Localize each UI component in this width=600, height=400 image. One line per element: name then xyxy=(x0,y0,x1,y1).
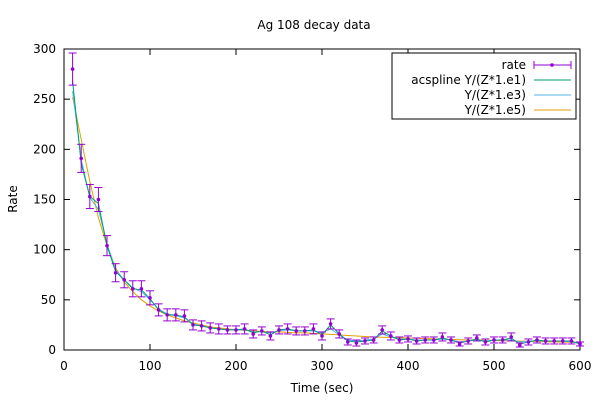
data-point xyxy=(260,329,264,333)
y-tick-label: 100 xyxy=(33,243,56,257)
y-tick-label: 300 xyxy=(33,42,56,56)
data-point xyxy=(552,339,556,343)
data-point xyxy=(217,327,221,331)
y-axis-label: Rate xyxy=(6,185,20,213)
data-point xyxy=(96,197,101,202)
data-point xyxy=(148,296,152,300)
data-point xyxy=(423,338,428,342)
data-point xyxy=(354,341,359,345)
data-point xyxy=(380,328,385,332)
data-point xyxy=(79,156,83,161)
data-point xyxy=(277,328,281,332)
data-point xyxy=(561,339,565,343)
data-point xyxy=(449,338,453,342)
data-point xyxy=(371,338,376,342)
data-point xyxy=(578,342,582,346)
y-tick-label: 50 xyxy=(41,293,56,307)
data-point xyxy=(131,286,135,291)
data-point xyxy=(199,324,204,328)
data-point xyxy=(139,286,144,291)
data-point xyxy=(475,336,479,340)
data-point xyxy=(242,327,247,331)
data-point xyxy=(294,329,299,333)
data-point xyxy=(105,243,109,248)
data-point xyxy=(122,277,126,282)
data-point xyxy=(225,328,230,332)
data-point xyxy=(440,335,445,339)
legend-label: acspline Y/(Z*1.e1) xyxy=(411,73,526,87)
x-tick-label: 600 xyxy=(569,359,592,373)
data-point xyxy=(88,194,92,199)
x-tick-label: 100 xyxy=(139,359,162,373)
data-point xyxy=(543,339,548,343)
y-tick-label: 0 xyxy=(48,343,56,357)
data-point xyxy=(156,308,161,312)
data-point xyxy=(500,338,505,342)
data-point xyxy=(174,313,178,317)
x-tick-label: 400 xyxy=(397,359,420,373)
data-point xyxy=(165,313,169,317)
data-point xyxy=(191,323,195,327)
x-axis-label: Time (sec) xyxy=(290,381,354,395)
data-point xyxy=(406,337,410,341)
data-point xyxy=(346,340,350,344)
data-point xyxy=(483,340,488,344)
data-point xyxy=(208,326,212,330)
data-point xyxy=(251,332,255,336)
legend-label: Y/(Z*1.e5) xyxy=(464,103,526,117)
data-point xyxy=(509,335,513,339)
data-point xyxy=(397,338,402,342)
data-point xyxy=(526,340,531,344)
data-point xyxy=(569,339,574,343)
data-point xyxy=(492,338,496,342)
data-point xyxy=(466,339,471,343)
data-point xyxy=(328,322,333,326)
data-point xyxy=(113,270,118,275)
data-point xyxy=(303,329,307,333)
plot-area xyxy=(68,52,584,348)
data-point xyxy=(268,334,273,338)
data-point xyxy=(285,327,290,331)
y-tick-label: 200 xyxy=(33,142,56,156)
x-tick-label: 200 xyxy=(225,359,248,373)
data-point xyxy=(363,339,367,343)
data-point xyxy=(432,338,436,342)
data-point xyxy=(518,343,522,347)
y-tick-label: 150 xyxy=(33,193,56,207)
x-tick-label: 0 xyxy=(60,359,68,373)
chart-title: Ag 108 decay data xyxy=(257,18,370,32)
legend-label: rate xyxy=(502,58,526,72)
data-point xyxy=(457,342,462,346)
data-point xyxy=(234,328,238,332)
data-point xyxy=(311,327,316,331)
y-tick-label: 250 xyxy=(33,92,56,106)
data-point xyxy=(70,67,75,71)
x-tick-label: 500 xyxy=(483,359,506,373)
data-point xyxy=(320,334,324,338)
data-point xyxy=(389,334,393,338)
legend-swatch-point xyxy=(550,63,554,67)
data-point xyxy=(414,339,419,343)
data-point xyxy=(535,338,539,342)
legend-box xyxy=(391,52,577,120)
x-tick-label: 300 xyxy=(311,359,334,373)
data-point xyxy=(337,332,342,336)
series-line-3 xyxy=(72,97,581,343)
legend-label: Y/(Z*1.e3) xyxy=(464,88,526,102)
data-point xyxy=(182,314,187,318)
